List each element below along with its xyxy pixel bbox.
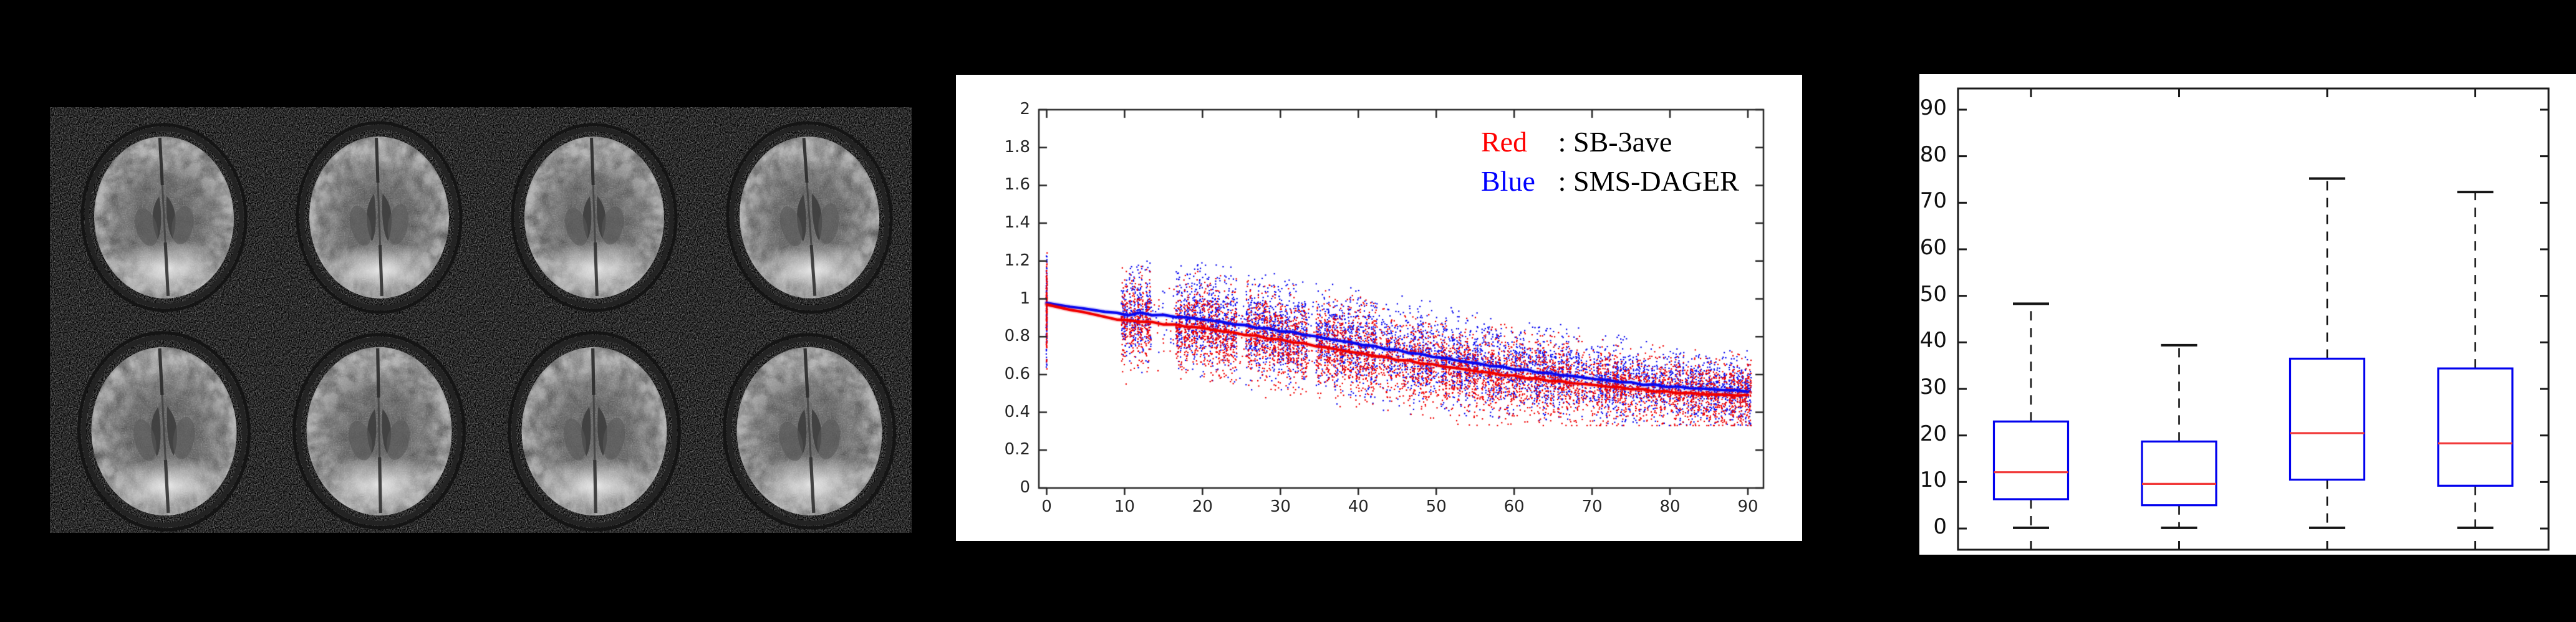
mri-montage-image xyxy=(50,107,912,533)
boxplot-plot xyxy=(1957,87,2550,551)
box-y-tick-label-70: 70 xyxy=(1919,188,1947,214)
scatter-plot-canvas xyxy=(956,75,1802,541)
boxplot-panel: 0 10 20 30 40 50 60 70 80 90 xyxy=(1919,74,2576,555)
box-y-tick-label-50: 50 xyxy=(1919,281,1947,307)
legend-value-smsdager: SMS-DAGER xyxy=(1573,165,1739,197)
mri-slice-7 xyxy=(508,332,681,532)
x-tick-label-50: 50 xyxy=(1425,497,1447,516)
y-tick-label-1.2: 1.2 xyxy=(1004,251,1030,270)
y-tick-label-2: 2 xyxy=(1020,100,1030,118)
box-2 xyxy=(2141,440,2217,507)
box-3 xyxy=(2289,357,2366,481)
y-tick-label-1.6: 1.6 xyxy=(1004,175,1030,194)
box-y-tick-label-80: 80 xyxy=(1919,141,1947,167)
x-tick-label-40: 40 xyxy=(1348,497,1369,516)
box-y-tick-label-60: 60 xyxy=(1919,234,1947,260)
x-tick-label-0: 0 xyxy=(1041,497,1052,516)
x-tick-label-60: 60 xyxy=(1503,497,1525,516)
box-4 xyxy=(2437,367,2514,487)
box-y-tick-label-30: 30 xyxy=(1919,375,1947,400)
y-tick-label-1: 1 xyxy=(1020,289,1030,308)
y-tick-label-0.8: 0.8 xyxy=(1004,327,1030,346)
legend-row-blue: Blue: SMS-DAGER xyxy=(1481,161,1739,201)
mri-slice-6 xyxy=(292,333,466,530)
box-y-tick-label-40: 40 xyxy=(1919,328,1947,353)
boxplot-frame xyxy=(1957,87,2550,551)
y-tick-label-1.4: 1.4 xyxy=(1004,213,1030,232)
mri-montage-panel xyxy=(50,107,912,533)
box-y-tick-label-90: 90 xyxy=(1919,95,1947,120)
x-tick-label-10: 10 xyxy=(1114,497,1135,516)
signal-decay-chart-panel: 0 10 20 30 40 50 60 70 80 90 0 0.2 0.4 0.6 0.8 1 1.2 1.4 1… xyxy=(956,75,1802,541)
x-tick-label-90: 90 xyxy=(1737,497,1758,516)
x-tick-label-80: 80 xyxy=(1659,497,1681,516)
x-tick-label-70: 70 xyxy=(1581,497,1603,516)
legend-colon: : xyxy=(1558,165,1566,197)
box-y-tick-label-10: 10 xyxy=(1919,467,1947,493)
box-y-tick-label-20: 20 xyxy=(1919,421,1947,446)
box-y-tick-label-0: 0 xyxy=(1933,514,1947,540)
legend: Red: SB-3ave Blue: SMS-DAGER xyxy=(1481,122,1739,201)
legend-key-blue: Blue xyxy=(1481,165,1535,197)
legend-row-red: Red: SB-3ave xyxy=(1481,122,1739,161)
y-tick-label-0.6: 0.6 xyxy=(1004,364,1030,383)
x-tick-label-20: 20 xyxy=(1192,497,1213,516)
y-tick-label-0.4: 0.4 xyxy=(1004,402,1030,421)
legend-key-red: Red xyxy=(1481,126,1528,158)
y-tick-label-0.2: 0.2 xyxy=(1004,440,1030,459)
x-tick-label-30: 30 xyxy=(1270,497,1291,516)
legend-colon: : xyxy=(1558,126,1566,158)
box-1 xyxy=(1992,420,2070,500)
y-tick-label-1.8: 1.8 xyxy=(1004,137,1030,156)
legend-value-sb3ave: SB-3ave xyxy=(1573,126,1672,158)
y-tick-label-0: 0 xyxy=(1020,478,1030,497)
